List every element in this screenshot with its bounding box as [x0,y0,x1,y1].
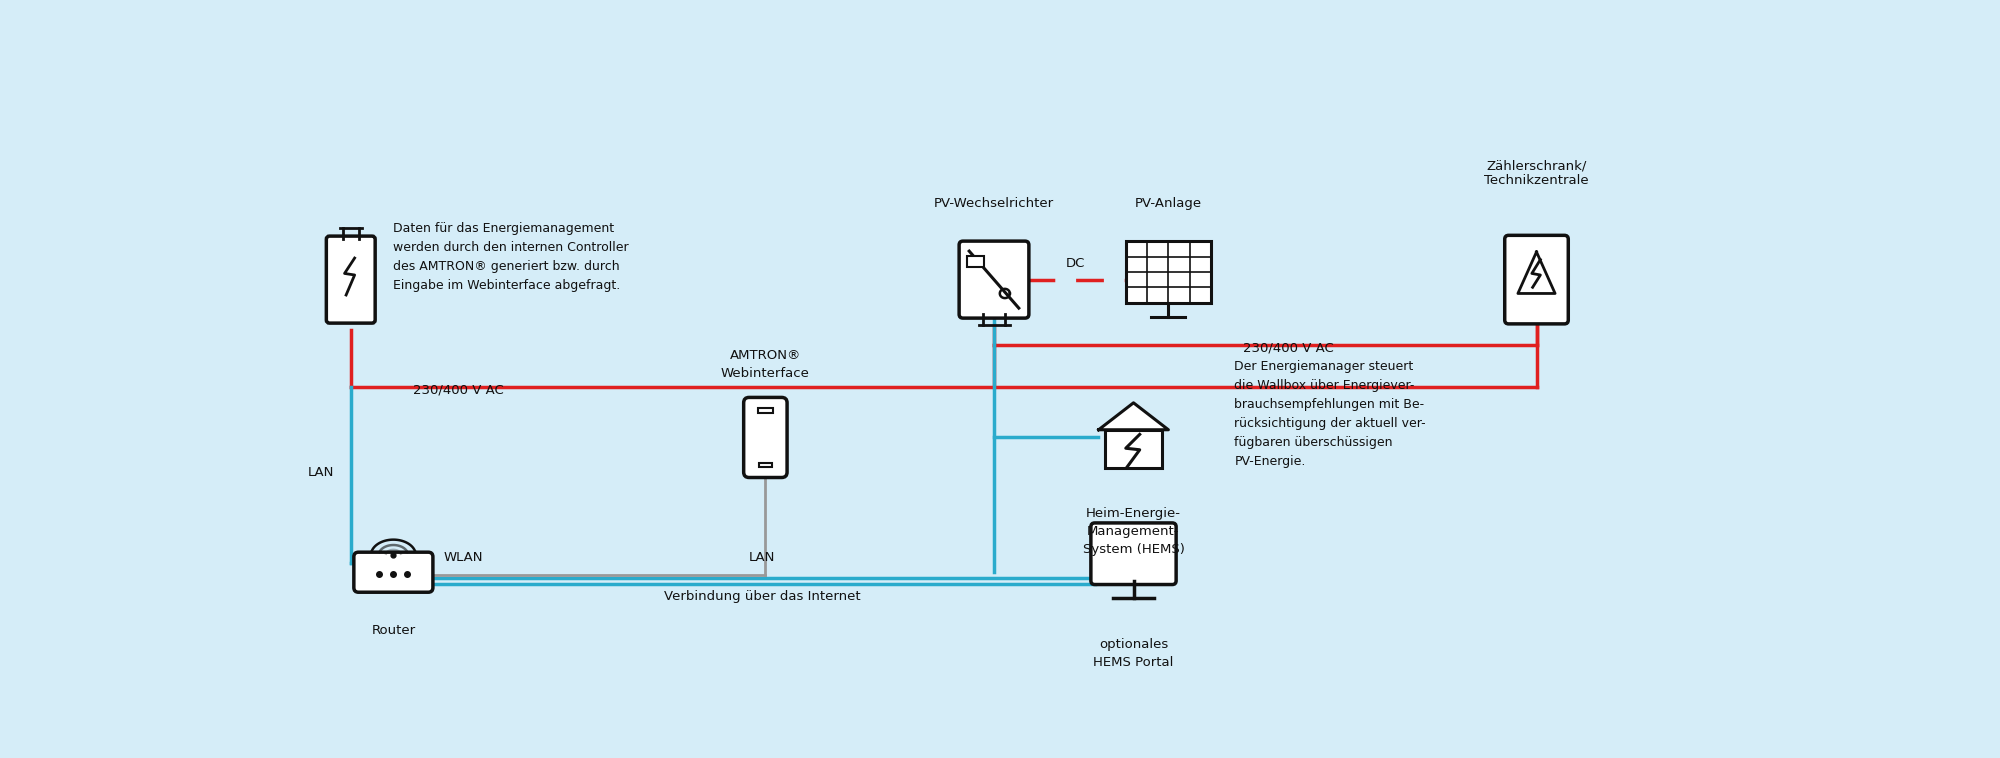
Polygon shape [1098,402,1168,430]
Bar [966,255,984,267]
Text: 230/400 V AC: 230/400 V AC [412,384,504,396]
Text: optionales
HEMS Portal: optionales HEMS Portal [1094,637,1174,669]
Text: DC: DC [1066,258,1086,271]
Bar [760,463,772,468]
FancyBboxPatch shape [744,397,788,478]
Text: 230/400 V AC: 230/400 V AC [1244,341,1334,354]
Bar [1126,241,1212,302]
FancyBboxPatch shape [1090,523,1176,584]
Text: LAN: LAN [308,465,334,478]
FancyBboxPatch shape [326,236,376,323]
Text: Zählerschrank/
Technikzentrale: Zählerschrank/ Technikzentrale [1484,159,1588,187]
Text: Verbindung über das Internet: Verbindung über das Internet [664,590,860,603]
Bar [1104,430,1162,468]
Text: WLAN: WLAN [444,551,484,564]
Text: PV-Anlage: PV-Anlage [1134,197,1202,210]
Text: LAN: LAN [750,551,776,564]
Text: Der Energiemanager steuert
die Wallbox über Energiever-
brauchsempfehlungen mit : Der Energiemanager steuert die Wallbox ü… [1234,361,1426,468]
FancyBboxPatch shape [354,552,432,592]
Text: AMTRON®
Webinterface: AMTRON® Webinterface [720,349,810,380]
Text: Router: Router [372,624,416,637]
FancyBboxPatch shape [1504,235,1568,324]
Text: Heim-Energie-
Management-
System (HEMS): Heim-Energie- Management- System (HEMS) [1082,507,1184,556]
Text: Daten für das Energiemanagement
werden durch den internen Controller
des AMTRON®: Daten für das Energiemanagement werden d… [394,222,628,292]
Text: PV-Wechselrichter: PV-Wechselrichter [934,197,1054,210]
FancyBboxPatch shape [960,241,1028,318]
Bar [758,409,774,413]
